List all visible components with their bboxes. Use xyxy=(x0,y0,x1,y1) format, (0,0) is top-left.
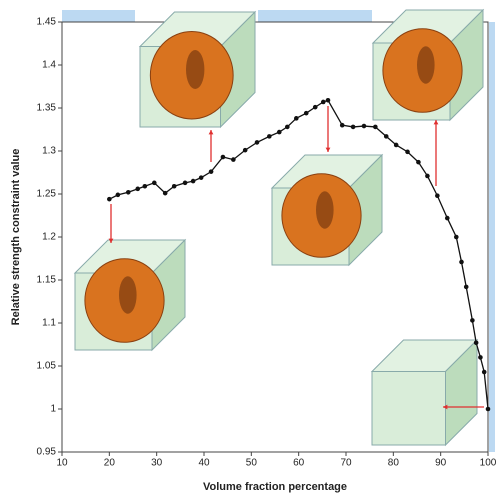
y-tick-label: 1.15 xyxy=(37,275,57,286)
data-point xyxy=(313,105,318,110)
cube-face xyxy=(372,372,446,446)
shape-hole xyxy=(186,50,204,89)
x-tick-label: 10 xyxy=(56,458,68,469)
x-tick-label: 70 xyxy=(340,458,352,469)
data-point xyxy=(231,157,236,162)
data-point xyxy=(143,184,148,189)
arrow-head xyxy=(434,120,439,124)
data-point xyxy=(126,190,131,195)
data-point xyxy=(209,169,214,174)
data-point xyxy=(478,355,483,360)
data-point xyxy=(285,125,290,130)
data-point xyxy=(107,197,112,202)
y-tick-label: 1.05 xyxy=(37,361,57,372)
x-tick-label: 90 xyxy=(435,458,447,469)
data-point xyxy=(152,181,157,186)
cube-illustration xyxy=(75,240,185,350)
data-point xyxy=(373,125,378,130)
data-point xyxy=(474,340,479,345)
y-tick-label: 1.35 xyxy=(37,103,57,114)
y-tick-label: 1.45 xyxy=(37,17,57,28)
data-point xyxy=(445,216,450,221)
cube-illustration xyxy=(272,155,382,265)
shape-hole xyxy=(316,191,334,228)
cube-illustration xyxy=(372,340,477,445)
data-point xyxy=(340,123,345,128)
x-tick-label: 50 xyxy=(246,458,258,469)
cube-illustration xyxy=(373,10,483,120)
data-point xyxy=(191,179,196,184)
header-band xyxy=(62,10,135,22)
y-tick-label: 1.2 xyxy=(42,232,56,243)
y-tick-label: 1 xyxy=(50,404,56,415)
data-point xyxy=(294,116,299,121)
data-point xyxy=(362,124,367,129)
data-point xyxy=(183,181,188,186)
shape-hole xyxy=(119,276,137,313)
data-point xyxy=(267,134,272,139)
data-point xyxy=(221,155,226,160)
chart: Volume fraction percentage Relative stre… xyxy=(0,0,499,497)
cube-illustration xyxy=(140,12,255,127)
y-tick-label: 0.95 xyxy=(37,447,57,458)
x-axis-label: Volume fraction percentage xyxy=(203,481,347,493)
y-tick-label: 1.4 xyxy=(42,60,56,71)
x-tick-label: 40 xyxy=(198,458,210,469)
x-tick-label: 20 xyxy=(104,458,116,469)
data-point xyxy=(304,111,309,116)
data-point xyxy=(459,260,464,265)
data-point xyxy=(486,407,491,412)
data-point xyxy=(384,134,389,139)
y-tick-label: 1.1 xyxy=(42,318,56,329)
data-point xyxy=(172,184,177,189)
data-point xyxy=(416,160,421,165)
y-tick-label: 1.3 xyxy=(42,146,56,157)
data-point xyxy=(277,130,282,135)
data-point xyxy=(116,193,121,198)
data-point xyxy=(482,370,487,375)
data-point xyxy=(470,318,475,323)
data-point xyxy=(464,285,469,290)
data-point xyxy=(435,193,440,198)
data-point xyxy=(163,191,168,196)
x-tick-label: 100 xyxy=(480,458,497,469)
data-point xyxy=(425,174,430,179)
data-point xyxy=(405,150,410,155)
data-point xyxy=(321,100,326,105)
arrow-head xyxy=(326,148,331,152)
side-band xyxy=(489,22,495,452)
data-point xyxy=(394,143,399,148)
data-point xyxy=(326,98,331,103)
data-point xyxy=(351,125,356,130)
header-band xyxy=(258,10,372,22)
data-point xyxy=(454,235,459,240)
arrow-head xyxy=(209,130,214,134)
data-point xyxy=(243,148,248,153)
data-point xyxy=(135,187,140,192)
x-tick-label: 30 xyxy=(151,458,163,469)
data-point xyxy=(199,175,204,180)
x-tick-label: 80 xyxy=(388,458,400,469)
y-tick-label: 1.25 xyxy=(37,189,57,200)
data-point xyxy=(255,140,260,145)
x-tick-label: 60 xyxy=(293,458,305,469)
y-axis-label: Relative strength constraint value xyxy=(10,149,22,326)
shape-hole xyxy=(417,46,435,83)
